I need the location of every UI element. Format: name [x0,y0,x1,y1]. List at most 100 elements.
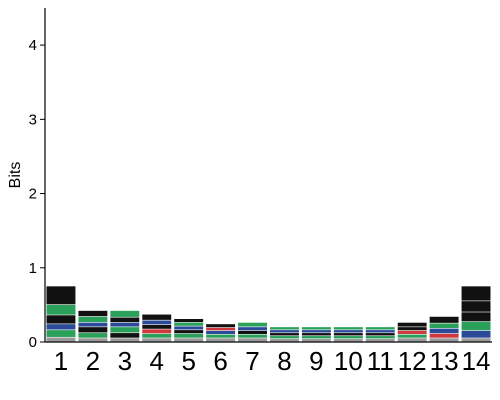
logo-segment [461,312,491,322]
logo-segment [429,328,459,334]
logo-segment [174,330,204,334]
logo-segment [174,326,204,330]
logo-segment [461,321,491,331]
logo-segment [46,324,76,330]
logo-column-3 [110,310,140,342]
logo-segment [142,324,172,329]
x-tick-label: 5 [181,346,195,376]
logo-segment [78,338,108,342]
y-tick-label: 4 [29,37,37,54]
logo-column-11 [365,327,395,342]
logo-segment [365,330,395,333]
logo-segment [397,338,427,342]
logo-segment [365,336,395,339]
x-tick-label: 7 [245,346,259,376]
y-tick-label: 1 [29,260,37,277]
y-tick-label: 3 [29,111,37,128]
logo-segment [429,338,459,342]
logo-segment [78,322,108,327]
logo-segment [142,320,172,325]
logo-column-7 [238,322,267,342]
logo-column-13 [429,316,459,342]
logo-segment [238,322,267,327]
x-tick-label: 8 [277,346,291,376]
x-tick-label: 9 [309,346,323,376]
logo-segment [397,330,427,334]
logo-segment [174,338,204,342]
logo-segment [174,322,204,326]
logo-segment [397,322,427,327]
logo-segment [78,327,108,333]
logo-segment [142,338,172,342]
logo-segment [301,330,331,333]
logo-segment [46,286,76,305]
logo-segment [142,333,172,338]
logo-column-8 [270,327,299,342]
logo-segment [142,329,172,334]
logo-column-1 [46,286,76,342]
x-tick-label: 6 [213,346,227,376]
y-tick-label: 2 [29,186,37,203]
logo-segment [365,339,395,342]
logo-segment [238,330,267,334]
logo-segment [78,333,108,338]
logo-column-12 [397,322,427,342]
logo-segment [397,334,427,338]
logo-segment [270,336,299,339]
logo-segment [301,333,331,336]
logo-segment [110,327,140,333]
logo-segment [270,333,299,336]
logo-segment [429,323,459,329]
logo-segment [270,327,299,330]
logo-segment [270,330,299,333]
logo-segment [238,334,267,338]
logo-segment [142,314,172,320]
logo-segment [429,316,459,323]
logo-segment [333,336,363,339]
logo-segment [110,322,140,327]
logo-segment [206,334,236,338]
logo-segment [46,337,76,342]
logo-segment [46,315,76,324]
logo-column-10 [333,327,363,342]
logo-segment [110,317,140,323]
x-tick-label: 4 [150,346,164,376]
logo-segment [333,327,363,330]
y-axis-title: Bits [7,162,24,189]
logo-segment [301,339,331,342]
logo-column-5 [174,318,204,342]
x-tick-label: 11 [367,346,394,376]
logo-column-14 [461,286,491,342]
x-tick-label: 10 [334,346,363,376]
logo-segment [206,330,236,334]
x-ticks: 1 2 3 4 5 6 7 8 9 10 11 12 13 14 [54,346,491,376]
logo-column-6 [206,324,236,342]
logo-segment [333,339,363,342]
y-tick-label: 0 [29,334,37,351]
logo-column-9 [301,327,331,342]
logo-segment [365,333,395,336]
logo-segment [270,339,299,342]
logo-segment [174,318,204,323]
logo-segment [301,327,331,330]
logo-segment [461,286,491,301]
logo-segment [365,327,395,330]
logo-segment [110,333,140,338]
logo-segment [174,333,204,338]
x-tick-label: 2 [86,346,100,376]
logo-segment [238,327,267,331]
logo-segment [333,330,363,333]
logo-segment [461,330,491,338]
logo-segment [429,333,459,338]
x-tick-label: 13 [430,346,459,376]
logo-segment [301,336,331,339]
x-tick-label: 3 [118,346,132,376]
logo-segment [333,333,363,336]
logo-segment [238,338,267,342]
logo-column-4 [142,314,172,342]
y-ticks: 0 1 2 3 4 [29,37,45,351]
logo-column-2 [78,310,108,342]
logo-segment [461,338,491,342]
x-tick-label: 14 [462,346,491,376]
